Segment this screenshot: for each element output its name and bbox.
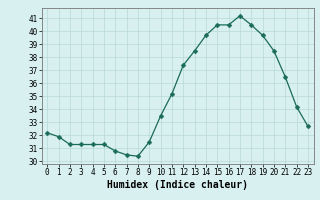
X-axis label: Humidex (Indice chaleur): Humidex (Indice chaleur) [107, 180, 248, 190]
